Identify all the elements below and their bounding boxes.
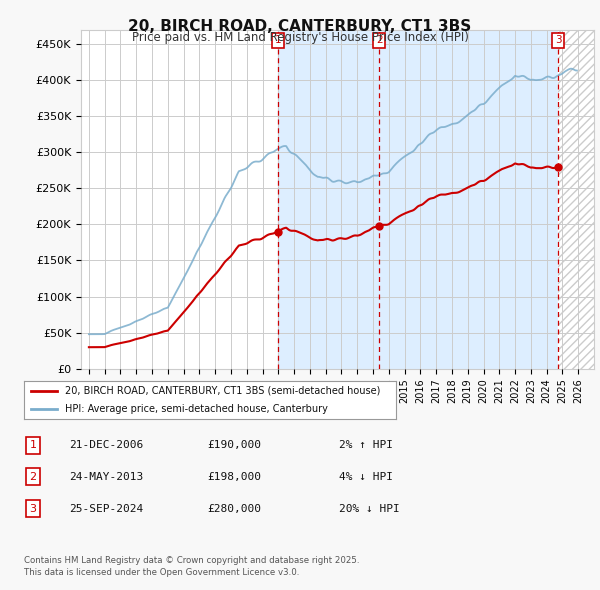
Text: Contains HM Land Registry data © Crown copyright and database right 2025.
This d: Contains HM Land Registry data © Crown c… <box>24 556 359 577</box>
Text: HPI: Average price, semi-detached house, Canterbury: HPI: Average price, semi-detached house,… <box>65 404 328 414</box>
Text: 21-DEC-2006: 21-DEC-2006 <box>69 441 143 450</box>
Bar <box>278 30 379 369</box>
Text: 20, BIRCH ROAD, CANTERBURY, CT1 3BS (semi-detached house): 20, BIRCH ROAD, CANTERBURY, CT1 3BS (sem… <box>65 386 380 396</box>
Text: 2: 2 <box>29 472 37 481</box>
Text: 1: 1 <box>29 441 37 450</box>
Text: £190,000: £190,000 <box>207 441 261 450</box>
Text: 3: 3 <box>29 504 37 513</box>
Bar <box>379 30 558 369</box>
Text: 1: 1 <box>275 35 281 45</box>
Text: 2% ↑ HPI: 2% ↑ HPI <box>339 441 393 450</box>
Text: £280,000: £280,000 <box>207 504 261 513</box>
Text: 25-SEP-2024: 25-SEP-2024 <box>69 504 143 513</box>
Text: Price paid vs. HM Land Registry's House Price Index (HPI): Price paid vs. HM Land Registry's House … <box>131 31 469 44</box>
Text: 20% ↓ HPI: 20% ↓ HPI <box>339 504 400 513</box>
Text: 20, BIRCH ROAD, CANTERBURY, CT1 3BS: 20, BIRCH ROAD, CANTERBURY, CT1 3BS <box>128 19 472 34</box>
Text: 24-MAY-2013: 24-MAY-2013 <box>69 472 143 481</box>
Text: 3: 3 <box>555 35 562 45</box>
Text: 2: 2 <box>376 35 382 45</box>
Bar <box>558 30 594 369</box>
Bar <box>558 30 594 369</box>
Text: £198,000: £198,000 <box>207 472 261 481</box>
Text: 4% ↓ HPI: 4% ↓ HPI <box>339 472 393 481</box>
